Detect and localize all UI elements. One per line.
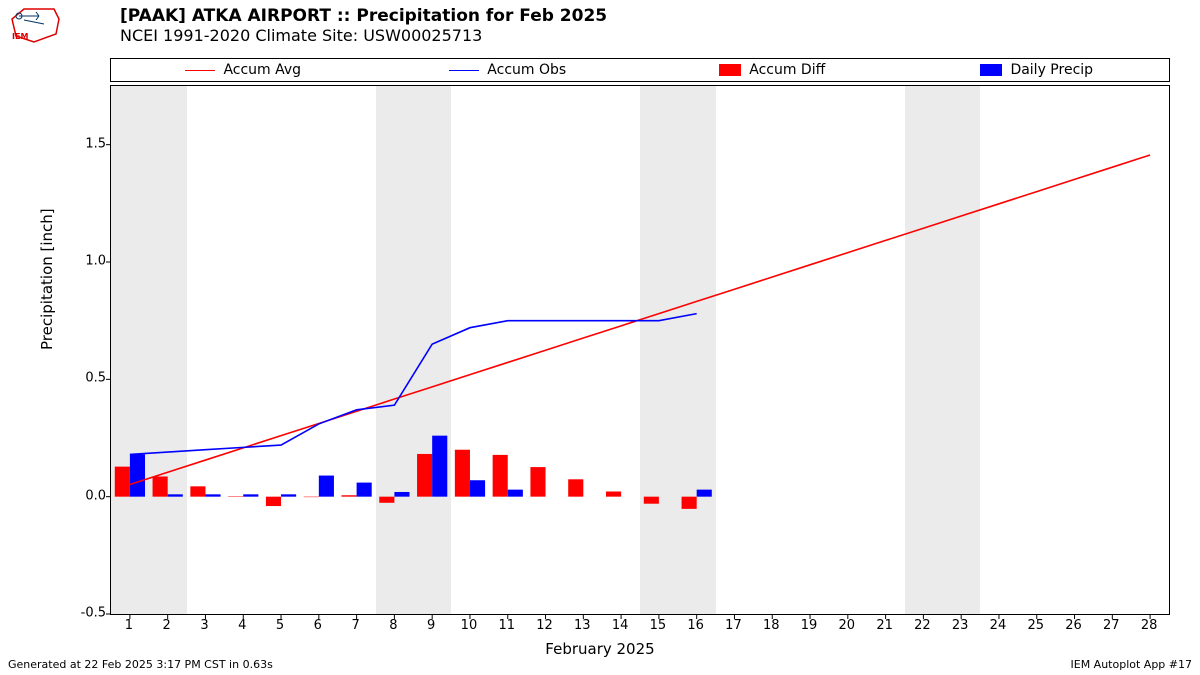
xtick-label: 3 xyxy=(200,618,208,633)
title-line-1: [PAAK] ATKA AIRPORT :: Precipitation for… xyxy=(120,6,607,26)
legend-label: Daily Precip xyxy=(1010,62,1093,78)
xtick-label: 7 xyxy=(351,618,359,633)
legend-label: Accum Obs xyxy=(487,62,566,78)
bar-accum-diff xyxy=(341,495,356,496)
bar-accum-diff xyxy=(568,479,583,496)
bar-accum-diff xyxy=(379,497,394,503)
bar-accum-diff xyxy=(606,492,621,497)
ytick-label: 1.0 xyxy=(46,254,106,269)
x-axis-label: February 2025 xyxy=(0,640,1200,658)
xtick-label: 6 xyxy=(314,618,322,633)
bar-daily-precip xyxy=(205,494,220,496)
xtick-label: 19 xyxy=(801,618,818,633)
xtick-label: 4 xyxy=(238,618,246,633)
legend-daily-precip: Daily Precip xyxy=(905,62,1170,78)
chart-title: [PAAK] ATKA AIRPORT :: Precipitation for… xyxy=(120,6,607,45)
legend-accum-obs: Accum Obs xyxy=(376,62,641,78)
xtick-label: 15 xyxy=(650,618,667,633)
xtick-label: 9 xyxy=(427,618,435,633)
bar-daily-precip xyxy=(470,480,485,496)
xtick-label: 17 xyxy=(725,618,742,633)
bar-accum-diff xyxy=(417,454,432,497)
legend-line-icon xyxy=(185,70,215,71)
legend-label: Accum Avg xyxy=(223,62,301,78)
xtick-label: 2 xyxy=(163,618,171,633)
legend-accum-diff: Accum Diff xyxy=(640,62,905,78)
bar-accum-diff xyxy=(682,497,697,509)
legend-label: Accum Diff xyxy=(749,62,825,78)
xtick-label: 18 xyxy=(763,618,780,633)
legend-line-icon xyxy=(449,70,479,71)
xtick-label: 26 xyxy=(1065,618,1082,633)
bar-accum-diff xyxy=(190,486,205,496)
ytick-label: -0.5 xyxy=(46,606,106,621)
ytick-label: 0.5 xyxy=(46,371,106,386)
xtick-label: 1 xyxy=(125,618,133,633)
bar-daily-precip xyxy=(394,492,409,497)
bar-daily-precip xyxy=(130,454,145,496)
legend-box-icon xyxy=(719,64,741,76)
xtick-label: 14 xyxy=(612,618,629,633)
footer-app: IEM Autoplot App #17 xyxy=(1071,658,1193,671)
xtick-label: 11 xyxy=(498,618,515,633)
bar-daily-precip xyxy=(697,490,712,497)
iem-logo: IEM xyxy=(4,4,64,44)
title-line-2: NCEI 1991-2020 Climate Site: USW00025713 xyxy=(120,26,607,45)
xtick-label: 24 xyxy=(990,618,1007,633)
bar-accum-diff xyxy=(153,476,168,496)
xtick-label: 12 xyxy=(536,618,553,633)
svg-text:IEM: IEM xyxy=(12,32,28,41)
xtick-label: 21 xyxy=(876,618,893,633)
bar-accum-diff xyxy=(266,497,281,506)
bar-accum-diff xyxy=(530,467,545,497)
xtick-label: 27 xyxy=(1103,618,1120,633)
bar-daily-precip xyxy=(508,490,523,497)
xtick-label: 10 xyxy=(461,618,478,633)
bar-daily-precip xyxy=(432,436,447,497)
ytick-label: 1.5 xyxy=(46,136,106,151)
bar-daily-precip xyxy=(319,476,334,497)
xtick-label: 25 xyxy=(1027,618,1044,633)
chart-svg xyxy=(111,86,1169,614)
chart-plot-area xyxy=(110,85,1170,615)
xtick-label: 8 xyxy=(389,618,397,633)
xtick-label: 16 xyxy=(687,618,704,633)
footer-generated: Generated at 22 Feb 2025 3:17 PM CST in … xyxy=(8,658,273,671)
ytick-label: 0.0 xyxy=(46,488,106,503)
xtick-label: 23 xyxy=(952,618,969,633)
bar-daily-precip xyxy=(168,494,183,496)
bar-daily-precip xyxy=(357,483,372,497)
bar-accum-diff xyxy=(115,467,130,497)
bar-daily-precip xyxy=(281,494,296,496)
bar-accum-diff xyxy=(644,497,659,504)
xtick-label: 20 xyxy=(839,618,856,633)
legend-box-icon xyxy=(980,64,1002,76)
bar-accum-diff xyxy=(455,450,470,497)
line-accum-avg xyxy=(130,155,1150,484)
xtick-label: 22 xyxy=(914,618,931,633)
bar-accum-diff xyxy=(493,455,508,497)
xtick-label: 13 xyxy=(574,618,591,633)
xtick-label: 28 xyxy=(1141,618,1158,633)
line-accum-obs xyxy=(130,314,697,455)
legend: Accum Avg Accum Obs Accum Diff Daily Pre… xyxy=(110,58,1170,82)
bar-daily-precip xyxy=(243,494,258,496)
xtick-label: 5 xyxy=(276,618,284,633)
y-axis-label: Precipitation [inch] xyxy=(38,208,56,350)
legend-accum-avg: Accum Avg xyxy=(111,62,376,78)
